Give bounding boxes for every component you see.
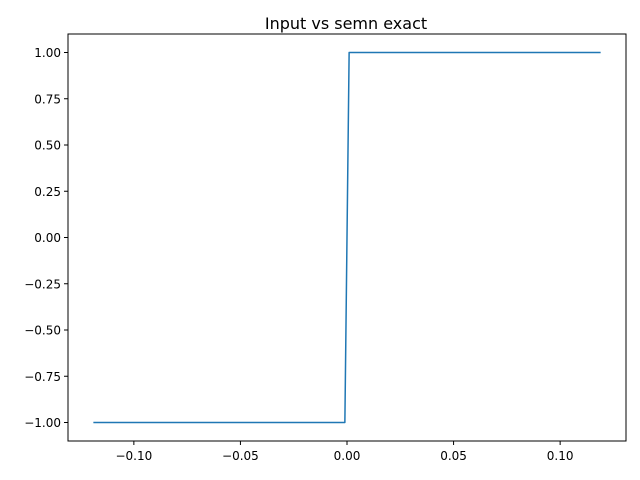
y-tick-label: 0.25 bbox=[34, 185, 61, 199]
series-line-0 bbox=[93, 51, 601, 424]
y-tick-label: −0.75 bbox=[24, 370, 61, 384]
x-tick-label: −0.05 bbox=[222, 449, 259, 463]
x-tick-label: 0.10 bbox=[547, 449, 574, 463]
y-tick-label: −0.50 bbox=[24, 324, 61, 338]
y-tick-label: −0.25 bbox=[24, 277, 61, 291]
y-tick-label: 0.75 bbox=[34, 92, 61, 106]
chart-title: Input vs semn exact bbox=[265, 14, 427, 33]
y-tick-label: 1.00 bbox=[34, 46, 61, 60]
y-tick-label: 0.00 bbox=[34, 231, 61, 245]
y-tick-label: 0.50 bbox=[34, 139, 61, 153]
x-tick-label: −0.10 bbox=[115, 449, 152, 463]
y-tick-label: −1.00 bbox=[24, 416, 61, 430]
x-tick-label: 0.00 bbox=[334, 449, 361, 463]
x-tick-label: 0.05 bbox=[440, 449, 467, 463]
